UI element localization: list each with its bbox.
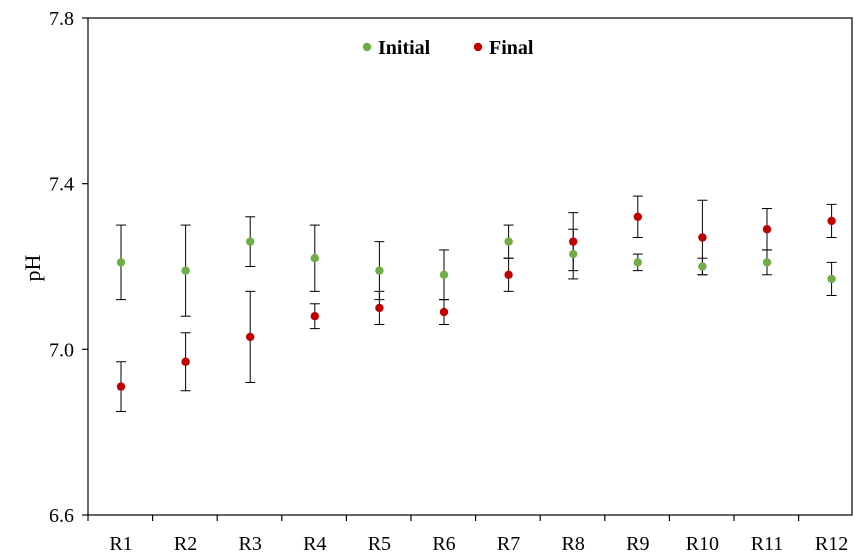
point-final [181, 357, 190, 366]
y-axis-title: pH [20, 254, 45, 281]
point-final [116, 382, 126, 391]
error-bars [116, 195, 837, 412]
x-tick-label: R9 [626, 533, 649, 555]
point-final [827, 216, 836, 226]
point-initial [504, 237, 513, 246]
x-tick-label: R2 [174, 533, 197, 555]
point-initial [116, 258, 126, 267]
data-points [116, 212, 836, 391]
legend-label-final: Final [489, 37, 534, 59]
x-tick-label: R8 [562, 533, 585, 555]
point-final [698, 233, 707, 242]
point-final [246, 332, 255, 342]
point-initial [181, 266, 190, 275]
point-final [569, 237, 578, 246]
x-tick-label: R3 [239, 533, 262, 555]
x-tick-label: R1 [109, 533, 132, 555]
point-initial [633, 258, 642, 267]
x-tick-label: R5 [368, 533, 391, 555]
y-tick-label: 6.6 [49, 505, 74, 527]
x-tick-label: R4 [303, 533, 326, 555]
x-tick-label: R12 [815, 533, 848, 555]
x-axis: R1 R2 R3 R4 R5 R6 R7 R8 R9 R10 R11 R12 [87, 515, 848, 555]
point-final [633, 212, 642, 221]
point-final [762, 225, 772, 234]
legend: Initial Final [362, 37, 534, 59]
point-initial [569, 249, 578, 259]
point-initial [375, 266, 384, 275]
legend-marker-final [473, 42, 483, 52]
point-initial [310, 254, 319, 263]
point-final [310, 312, 319, 321]
point-initial [827, 274, 836, 284]
y-axis: 6.6 7.0 7.4 7.8 [49, 8, 88, 527]
point-initial [246, 237, 255, 246]
y-tick-label: 7.8 [49, 8, 74, 30]
x-tick-label: R10 [686, 533, 719, 555]
y-tick-label: 7.4 [49, 174, 74, 196]
point-initial [439, 270, 449, 279]
x-tick-label: R11 [751, 533, 784, 555]
point-final [375, 303, 384, 313]
legend-marker-initial [362, 42, 372, 52]
x-tick-label: R6 [432, 533, 455, 555]
x-tick-label: R7 [497, 533, 520, 555]
point-initial [698, 262, 707, 271]
legend-label-initial: Initial [378, 37, 431, 59]
point-final [504, 270, 513, 279]
point-initial [762, 258, 772, 267]
plot-area-frame [87, 17, 853, 516]
point-final [439, 307, 449, 317]
y-tick-label: 7.0 [49, 339, 74, 361]
